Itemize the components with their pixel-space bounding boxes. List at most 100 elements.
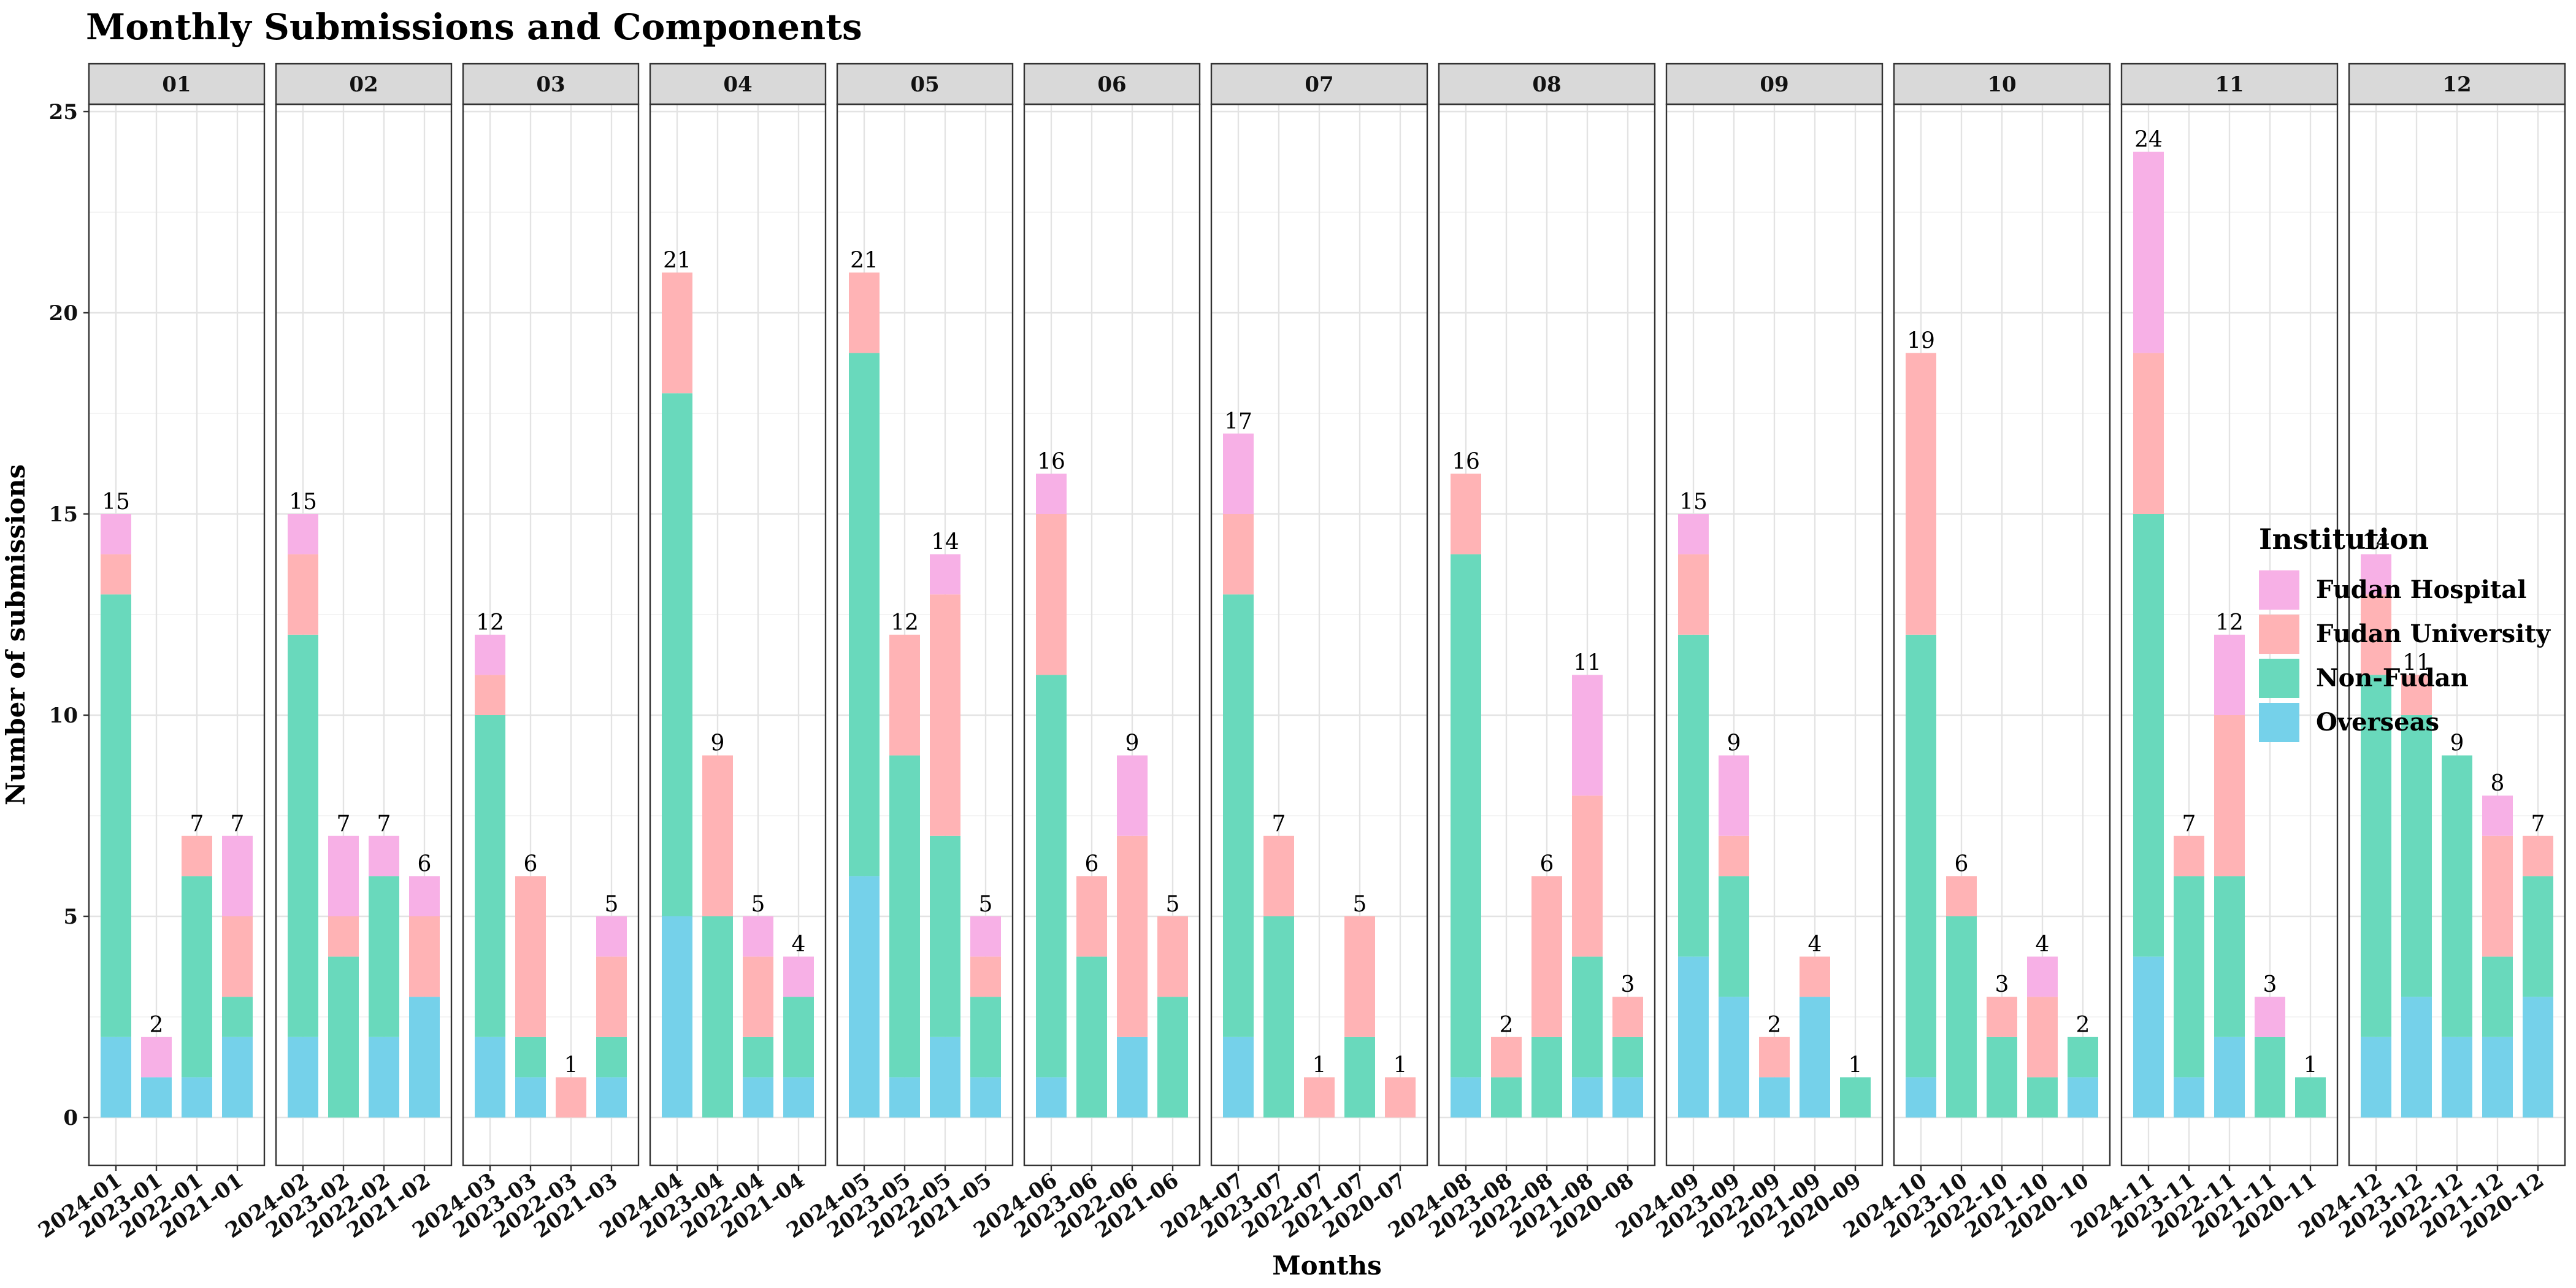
bar-segment-2024-03-overseas [475, 1037, 505, 1117]
bar-segment-2023-09-fudan-university [1719, 835, 1749, 876]
bar-segment-2024-09-fudan-hospital [1678, 514, 1709, 554]
bar-segment-2021-07-non-fudan [1344, 1037, 1375, 1117]
facet-strip-label: 11 [2215, 72, 2244, 97]
facet-strip-label: 03 [536, 72, 565, 97]
facet-strip-label: 01 [162, 72, 191, 97]
bar-segment-2020-12-non-fudan [2523, 876, 2553, 997]
bar-total-label: 21 [850, 248, 878, 273]
panel-border [649, 103, 827, 1167]
bar-total-label: 7 [337, 811, 351, 837]
bar-total-label: 15 [289, 489, 317, 515]
bar-total-label: 11 [2402, 650, 2431, 675]
bar-segment-2023-07-non-fudan [1263, 916, 1294, 1117]
bar-segment-2023-05-overseas [889, 1077, 920, 1117]
bar-total-label: 5 [1353, 892, 1367, 917]
bar-segment-2022-02-non-fudan [369, 876, 399, 1037]
bar-total-label: 1 [2304, 1052, 2318, 1078]
bar-total-label: 8 [2491, 771, 2505, 796]
bar-total-label: 7 [1272, 811, 1286, 837]
bar-segment-2021-05-overseas [970, 1077, 1001, 1117]
bar-segment-2022-11-overseas [2214, 1037, 2245, 1117]
bar-total-label: 4 [1808, 932, 1822, 957]
panel-border [1665, 103, 1884, 1167]
panel-border [1438, 103, 1656, 1167]
bar-segment-2022-02-overseas [369, 1037, 399, 1117]
bar-segment-2022-05-fudan-university [930, 594, 960, 836]
bar-segment-2021-10-fudan-hospital [2027, 956, 2058, 997]
bar-total-label: 24 [2134, 128, 2163, 153]
bar-total-label: 17 [1224, 409, 1252, 434]
bar-segment-2024-11-overseas [2133, 956, 2164, 1117]
legend-label: Fudan Hospital [2316, 575, 2526, 604]
bar-total-label: 7 [2531, 811, 2545, 837]
bar-total-label: 7 [190, 811, 204, 837]
bar-total-label: 12 [2215, 610, 2244, 635]
legend-title: Institution [2259, 523, 2429, 556]
bar-segment-2022-04-fudan-university [743, 956, 773, 1037]
bar-segment-2021-12-fudan-hospital [2482, 795, 2513, 836]
bar-segment-2024-08-overseas [1451, 1077, 1481, 1117]
bar-segment-2021-05-non-fudan [970, 997, 1001, 1078]
bar-total-label: 6 [1085, 851, 1099, 876]
bar-total-label: 7 [231, 811, 245, 837]
bar-segment-2024-01-fudan-university [101, 554, 131, 595]
bar-segment-2024-05-overseas [849, 876, 880, 1117]
y-tick-label: 20 [49, 301, 78, 326]
bar-segment-2021-03-overseas [596, 1077, 627, 1117]
bar-segment-2024-05-fudan-university [849, 272, 880, 353]
facet-strip-label: 06 [1097, 72, 1126, 97]
legend-key-non-fudan [2259, 659, 2299, 698]
panel-border [2348, 103, 2566, 1167]
bar-segment-2021-12-overseas [2482, 1037, 2513, 1117]
facet-panel-10: 192024-1062023-1032022-1042021-1022020-1… [1839, 63, 2111, 1243]
bar-segment-2022-01-non-fudan [182, 876, 212, 1078]
bar-segment-2023-11-non-fudan [2174, 876, 2204, 1078]
bar-segment-2021-03-non-fudan [596, 1037, 627, 1078]
bar-segment-2024-08-non-fudan [1451, 554, 1481, 1078]
bar-segment-2023-03-overseas [515, 1077, 546, 1117]
bar-segment-2023-02-non-fudan [328, 956, 359, 1117]
bar-segment-2023-01-fudan-hospital [141, 1037, 172, 1078]
bar-segment-2021-08-fudan-university [1572, 795, 1603, 957]
bar-total-label: 1 [1849, 1052, 1863, 1078]
bar-segment-2024-01-overseas [101, 1037, 131, 1117]
facet-panel-07: 172024-0772023-0712022-0752021-0712020-0… [1156, 63, 1428, 1243]
bar-segment-2023-12-fudan-university [2401, 675, 2432, 715]
bar-segment-2022-09-overseas [1759, 1077, 1790, 1117]
bar-segment-2023-02-fudan-hospital [328, 835, 359, 916]
facet-strip-label: 08 [1532, 72, 1561, 97]
legend: Institution Fudan Hospital Fudan Universi… [2259, 523, 2551, 742]
bar-total-label: 21 [663, 248, 691, 273]
bar-segment-2024-07-overseas [1223, 1037, 1254, 1117]
bar-segment-2021-10-fudan-university [2027, 997, 2058, 1078]
bar-total-label: 16 [1037, 449, 1065, 474]
facet-strip [2348, 63, 2566, 105]
bar-segment-2021-02-fudan-university [409, 916, 440, 997]
bar-total-label: 19 [1907, 329, 1935, 354]
bar-segment-2023-08-non-fudan [1491, 1077, 1522, 1117]
y-tick-label: 5 [63, 905, 78, 929]
bar-segment-2022-11-fudan-hospital [2214, 634, 2245, 715]
bar-segment-2022-08-non-fudan [1531, 1037, 1562, 1117]
bar-segment-2021-04-non-fudan [783, 997, 814, 1078]
bar-segment-2022-09-fudan-university [1759, 1037, 1790, 1078]
bar-segment-2021-01-overseas [222, 1037, 253, 1117]
bar-segment-2024-04-non-fudan [662, 393, 692, 916]
bar-segment-2023-05-fudan-university [889, 634, 920, 756]
bar-segment-2022-05-overseas [930, 1037, 960, 1117]
bar-segment-2021-03-fudan-university [596, 956, 627, 1037]
bar-segment-2023-02-fudan-university [328, 916, 359, 957]
bar-segment-2024-06-overseas [1036, 1077, 1067, 1117]
bar-segment-2024-07-fudan-university [1223, 514, 1254, 595]
facet-strip-label: 04 [723, 72, 752, 97]
legend-key-overseas [2259, 703, 2299, 742]
bar-segment-2022-10-fudan-university [1987, 997, 2017, 1037]
bar-segment-2021-12-non-fudan [2482, 956, 2513, 1037]
x-axis-title: Months [1272, 1251, 1382, 1281]
bar-segment-2024-07-non-fudan [1223, 594, 1254, 1037]
bar-segment-2020-12-fudan-university [2523, 835, 2553, 876]
bar-segment-2021-09-overseas [1800, 997, 1830, 1117]
bar-segment-2024-10-fudan-university [1906, 353, 1936, 635]
legend-label: Non-Fudan [2316, 664, 2469, 692]
bar-total-label: 7 [2182, 811, 2196, 837]
